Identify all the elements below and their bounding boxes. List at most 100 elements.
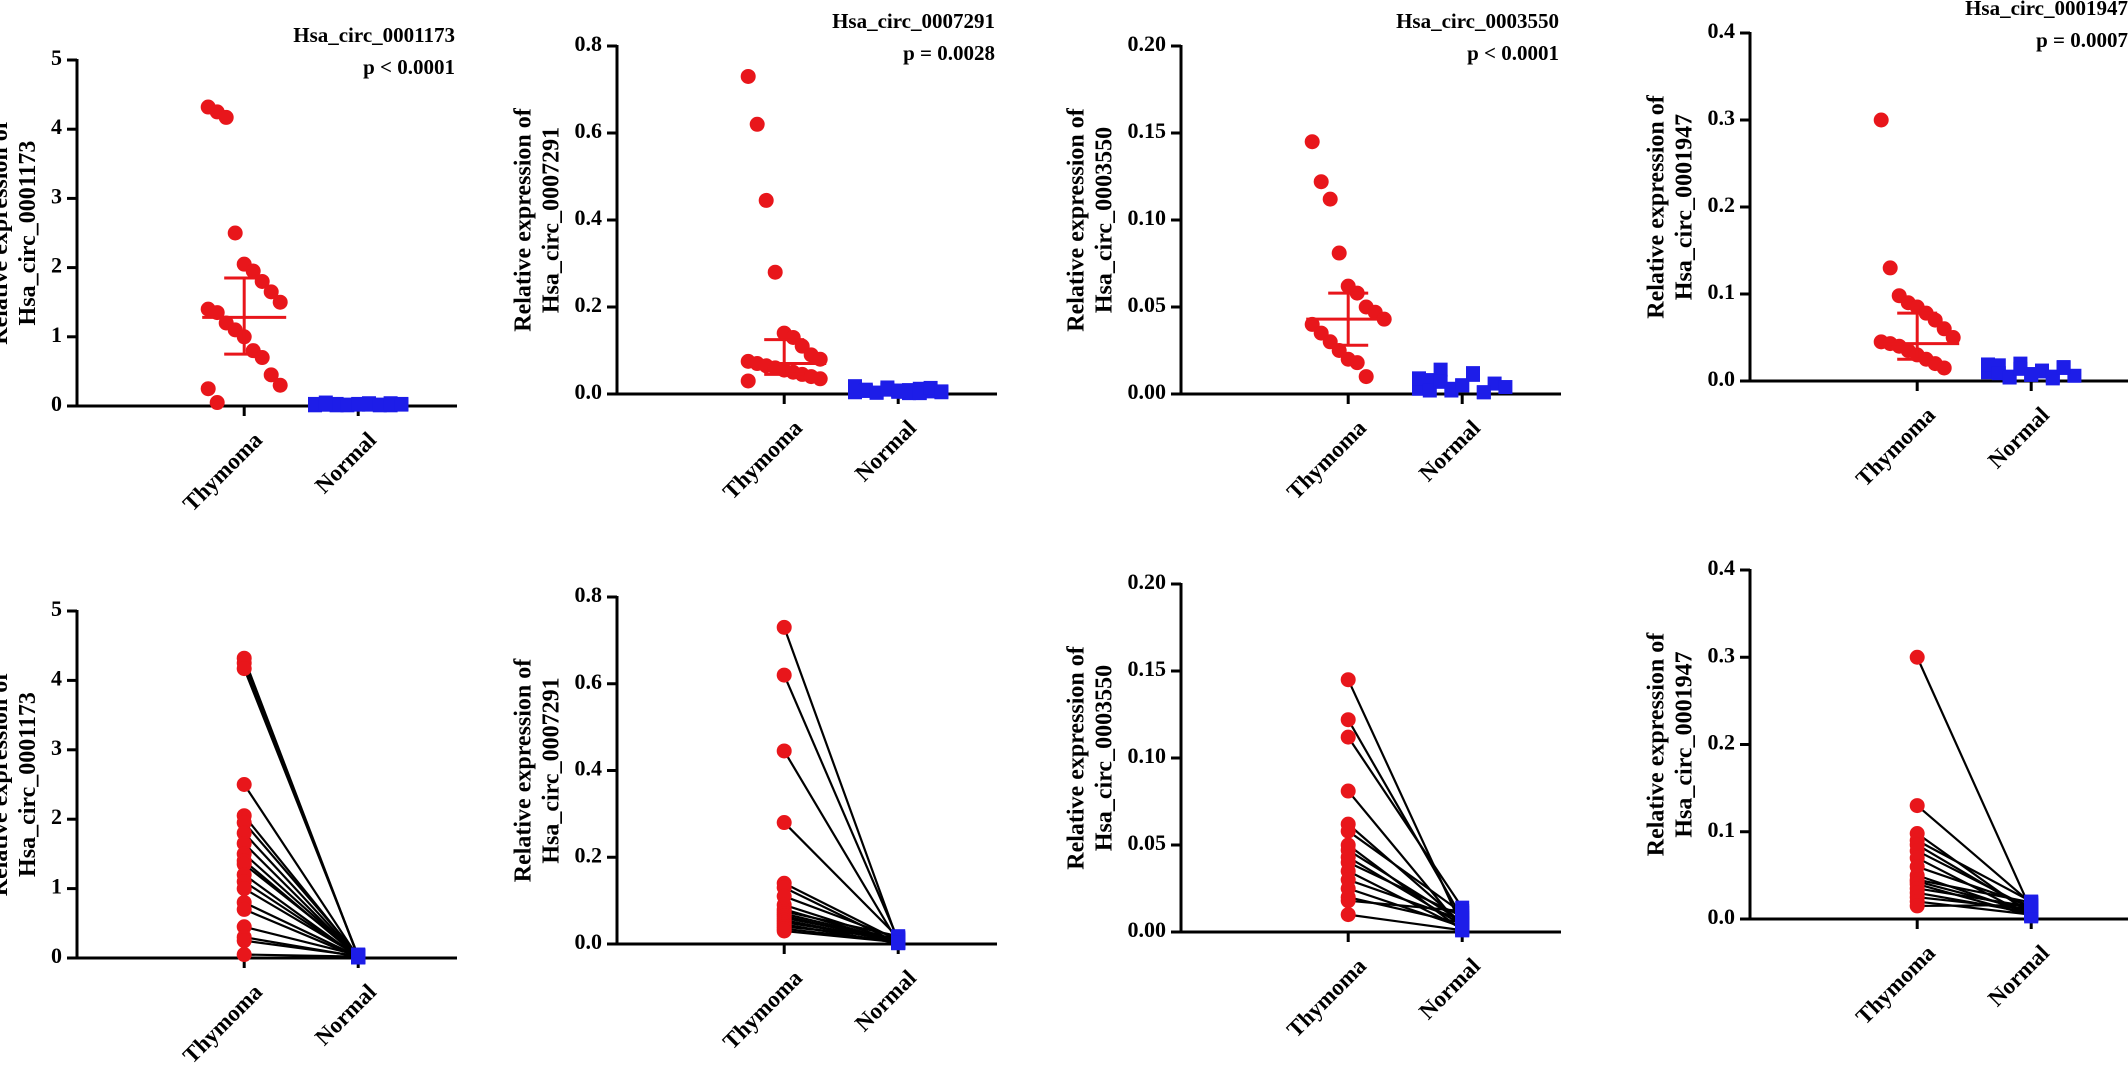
panel: 0.0 0.2 0.4 0.6 0.8 Relative expression of Hsa… xyxy=(511,582,997,1054)
thymoma-point xyxy=(236,777,252,792)
x-tick-label: Thymoma xyxy=(1282,953,1371,1042)
pair-line xyxy=(783,626,900,943)
thymoma-point xyxy=(1358,369,1374,385)
pair-line xyxy=(1348,913,1463,932)
y-tick-label: 0.0 xyxy=(575,929,603,954)
y-tick-label: 0.00 xyxy=(1128,917,1167,942)
y-tick-label: 3 xyxy=(51,735,62,760)
thymoma-point xyxy=(1340,729,1356,745)
thymoma-point xyxy=(254,350,270,366)
thymoma-point xyxy=(227,225,243,241)
y-axis-label: Hsa_circ_0001947 xyxy=(1672,651,1698,837)
thymoma-point xyxy=(1340,823,1356,839)
normal-point xyxy=(2024,898,2039,913)
p-value: p < 0.0001 xyxy=(1467,41,1559,65)
pair-line xyxy=(243,887,359,957)
y-axis-label: Relative expression of xyxy=(0,120,13,345)
y-axis-label: Relative expression of xyxy=(1644,94,1670,319)
thymoma-point xyxy=(776,923,792,939)
thymoma-point xyxy=(1882,260,1898,276)
pair-line xyxy=(783,910,899,938)
y-tick-label: 0.3 xyxy=(1708,642,1736,667)
thymoma-point xyxy=(1349,355,1365,371)
x-tick-label: Normal xyxy=(310,427,381,498)
x-tick-label: Thymoma xyxy=(178,427,267,516)
y-axis-label: Hsa_circ_0003550 xyxy=(1092,127,1118,313)
pair-line xyxy=(1348,899,1463,913)
thymoma-point xyxy=(1313,174,1329,190)
y-tick-label: 0.4 xyxy=(1708,18,1736,43)
thymoma-point xyxy=(236,835,252,851)
y-tick-label: 4 xyxy=(51,114,62,139)
normal-point xyxy=(1433,374,1448,389)
thymoma-point xyxy=(776,619,792,635)
y-tick-label: 0.2 xyxy=(575,292,603,317)
pair-line xyxy=(1917,903,2032,908)
y-axis-label: Hsa_circ_0001173 xyxy=(15,692,41,877)
y-axis-label: Relative expression of xyxy=(1064,107,1090,332)
thymoma-point xyxy=(758,192,774,208)
thymoma-point xyxy=(236,881,252,897)
pair-line xyxy=(244,953,359,958)
panel: 0.00 0.05 0.10 0.15 0.20 Relative expression … xyxy=(1064,569,1561,1042)
normal-point xyxy=(308,396,322,411)
thymoma-point xyxy=(218,109,234,125)
pair-line xyxy=(1347,844,1463,932)
x-tick-label: Normal xyxy=(850,965,921,1036)
pair-line xyxy=(1347,887,1463,928)
pair-line xyxy=(1347,878,1463,921)
normal-point xyxy=(912,386,927,401)
pair-line xyxy=(243,832,360,958)
y-tick-label: 0.15 xyxy=(1128,118,1167,143)
thymoma-point xyxy=(740,373,756,389)
normal-point xyxy=(1433,362,1448,377)
x-tick-label: Normal xyxy=(850,415,921,486)
thymoma-point xyxy=(776,667,792,683)
pair-line xyxy=(783,750,900,944)
x-tick-label: Normal xyxy=(1414,953,1485,1024)
pair-line xyxy=(783,821,899,939)
y-tick-label: 0.4 xyxy=(575,205,603,230)
y-tick-label: 0.00 xyxy=(1128,379,1167,404)
pair-line xyxy=(1917,900,2032,916)
y-tick-label: 0.05 xyxy=(1128,292,1167,317)
y-tick-label: 0.20 xyxy=(1128,31,1167,56)
thymoma-point xyxy=(209,395,225,411)
pair-line xyxy=(1917,896,2032,911)
thymoma-point xyxy=(236,919,252,935)
pair-line xyxy=(243,901,359,958)
y-tick-label: 0.6 xyxy=(575,118,603,143)
thymoma-point xyxy=(263,367,279,383)
y-tick-label: 0.20 xyxy=(1128,569,1167,594)
normal-point xyxy=(1412,371,1426,386)
y-tick-label: 1 xyxy=(51,874,62,899)
y-tick-label: 0.15 xyxy=(1128,656,1167,681)
normal-point xyxy=(383,396,398,411)
y-tick-label: 0.1 xyxy=(1708,817,1736,842)
pair-line xyxy=(1916,839,2032,903)
normal-point xyxy=(318,397,333,412)
y-tick-label: 0.0 xyxy=(1708,904,1736,929)
thymoma-point xyxy=(272,377,288,393)
normal-point xyxy=(891,384,906,399)
pair-line xyxy=(243,668,360,957)
x-tick-label: Normal xyxy=(1414,415,1485,486)
normal-point xyxy=(923,380,938,395)
y-tick-label: 0.4 xyxy=(1708,555,1736,580)
y-tick-label: 0.05 xyxy=(1128,830,1167,855)
y-tick-label: 5 xyxy=(51,45,62,70)
y-axis-label: Relative expression of xyxy=(511,107,537,332)
thymoma-point xyxy=(236,947,252,963)
normal-point xyxy=(329,398,344,413)
normal-point xyxy=(351,396,366,411)
normal-point xyxy=(1498,380,1513,395)
pair-line xyxy=(783,674,900,941)
thymoma-point xyxy=(236,933,252,949)
pair-line xyxy=(243,863,359,956)
normal-point xyxy=(1444,381,1459,396)
pair-line xyxy=(1347,861,1463,918)
normal-point xyxy=(340,397,355,412)
y-axis-label: Hsa_circ_0001173 xyxy=(15,141,41,326)
y-tick-label: 1 xyxy=(51,322,62,347)
